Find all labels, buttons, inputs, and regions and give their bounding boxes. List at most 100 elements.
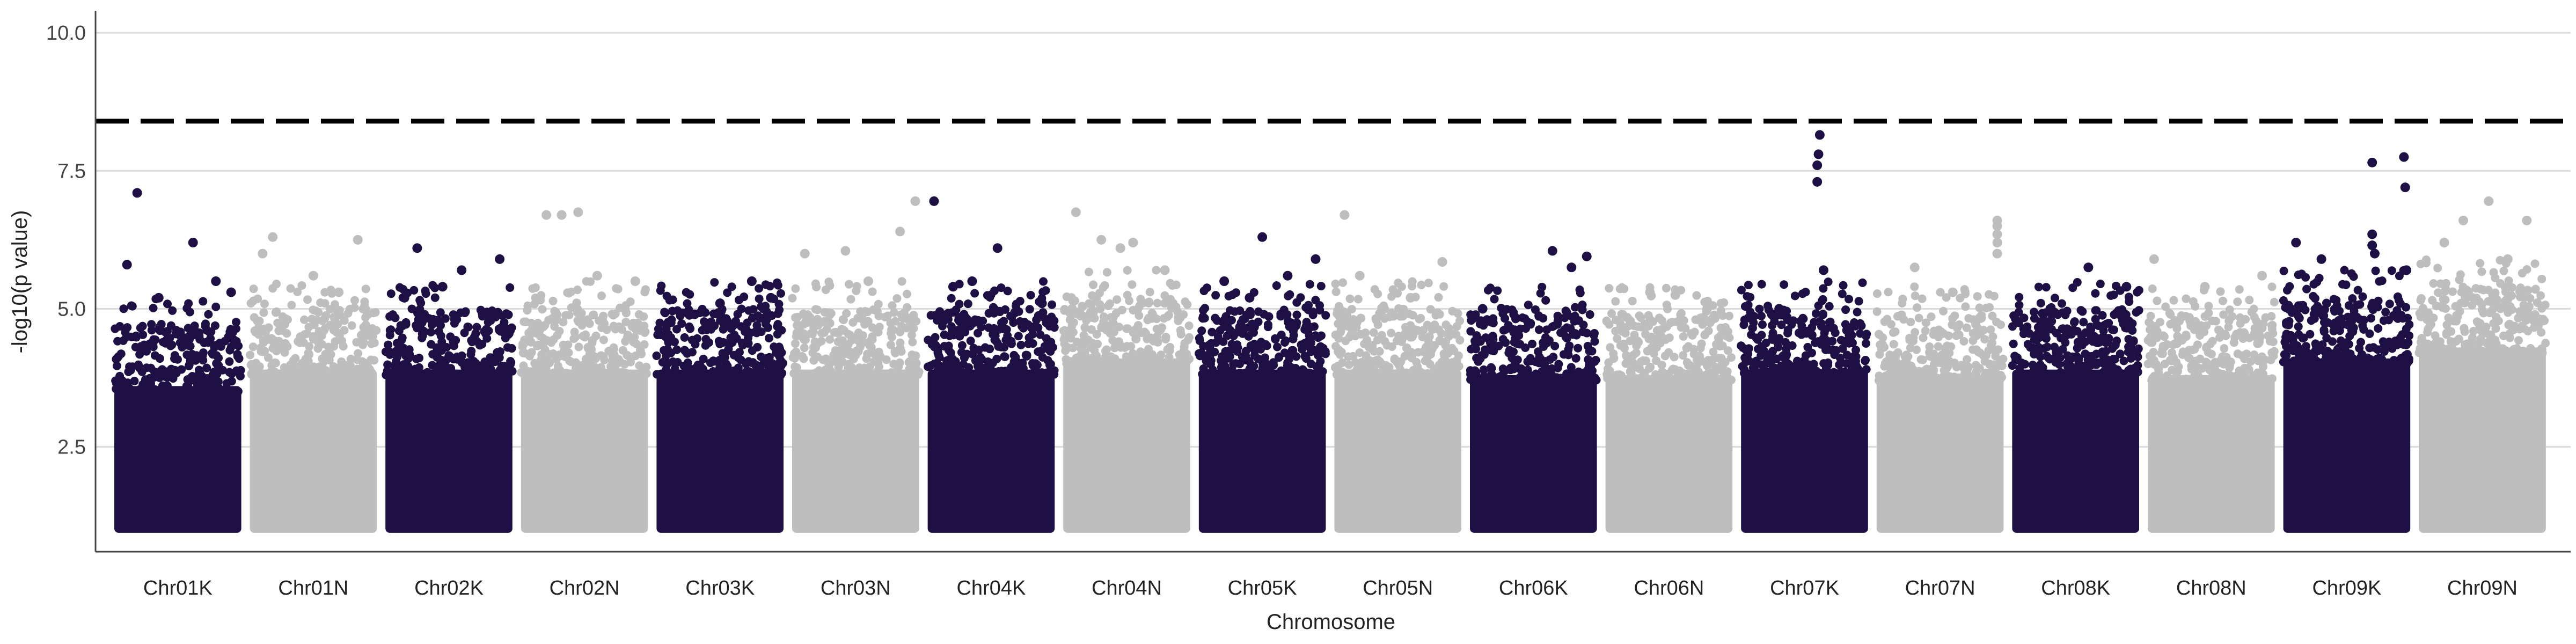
point-Chr06K-hi-38: [1516, 324, 1525, 333]
data-points: [111, 130, 2550, 533]
point-Chr02K-199: [506, 360, 515, 369]
point-Chr06N-hi-31: [1716, 306, 1725, 315]
point-Chr04N-205: [1155, 326, 1164, 335]
point-Chr07N-hi-20: [1976, 329, 1985, 338]
point-Chr04K-hi-35: [983, 291, 992, 300]
point-Chr08N-198: [2147, 358, 2156, 367]
point-Chr04K-hi-19: [989, 303, 998, 312]
point-Chr06N-84: [1723, 346, 1732, 355]
point-Chr09K-108: [2282, 320, 2291, 329]
point-Chr05K-137: [1289, 331, 1298, 340]
point-Chr04N-187: [1090, 346, 1099, 355]
point-Chr09K-126: [2306, 330, 2315, 339]
point-Chr09K-185: [2318, 346, 2328, 355]
point-Chr03N-178: [863, 370, 872, 379]
point-Chr09K-hi-24: [2295, 313, 2304, 323]
point-Chr02K-185: [507, 344, 516, 353]
point-Chr03K-156: [667, 348, 676, 357]
point-Chr08N-hi-13: [2225, 305, 2234, 314]
point-Chr04K-153: [1025, 305, 1034, 314]
point-Chr06K-hi-0: [1541, 296, 1550, 305]
point-Chr05K-hi-35: [1305, 280, 1314, 289]
point-Chr01N-hi-35: [360, 297, 369, 306]
peak-Chr09K-8: [2402, 265, 2412, 275]
point-Chr01K-180: [185, 360, 194, 369]
point-Chr03N-hi-20: [839, 315, 848, 324]
point-Chr07K-177: [1747, 330, 1756, 339]
point-Chr02N-hi-20: [528, 284, 537, 293]
point-Chr08N-188: [2269, 351, 2278, 360]
point-Chr08K-hi-4: [2059, 324, 2068, 333]
point-Chr06K-196: [1526, 319, 1535, 328]
point-Chr06N-216: [1653, 338, 1663, 347]
point-Chr09K-hi-39: [2286, 305, 2295, 314]
point-Chr08N-118: [2220, 344, 2229, 353]
point-Chr04N-hi-14: [1152, 266, 1161, 275]
point-Chr07N-114: [1912, 345, 1921, 354]
x-tick-label-Chr06N: Chr06N: [1634, 577, 1704, 599]
point-Chr03K-5: [652, 351, 661, 360]
point-Chr04N-159: [1062, 343, 1071, 352]
point-Chr02N-68: [565, 356, 574, 365]
point-Chr09K-hi-2: [2393, 313, 2402, 323]
point-Chr03K-210: [663, 335, 672, 345]
point-Chr08N-hi-35: [2250, 324, 2259, 333]
point-Chr03K-141: [722, 369, 731, 378]
point-Chr01K-hi-32: [119, 336, 128, 345]
point-Chr03K-108: [764, 334, 773, 343]
point-Chr01K-hi-21: [168, 306, 177, 315]
point-Chr01N-hi-32: [326, 286, 335, 295]
point-Chr01N-202: [324, 342, 333, 352]
point-Chr04K-hi-29: [970, 289, 979, 298]
peak-Chr04K-0: [929, 196, 939, 206]
point-Chr09N-hi-30: [2455, 275, 2464, 284]
peak-Chr06N-0: [1645, 287, 1655, 297]
point-Chr08N-156: [2244, 365, 2253, 374]
point-Chr02K-hi-23: [506, 283, 515, 292]
point-Chr03K-204: [759, 370, 768, 379]
point-Chr05N-216: [1349, 352, 1358, 361]
point-Chr09K-180: [2306, 360, 2315, 369]
point-Chr03K-72: [719, 338, 728, 347]
point-Chr06K-hi-20: [1490, 295, 1499, 304]
point-Chr09K-179: [2392, 306, 2402, 315]
point-Chr01K-hi-23: [229, 335, 238, 344]
point-Chr09K-41: [2385, 299, 2394, 309]
point-Chr01K-148: [195, 328, 204, 338]
series-Chr06K: [1466, 246, 1601, 533]
point-Chr04K-208: [1038, 353, 1047, 362]
point-Chr05K-27: [1195, 334, 1204, 343]
point-Chr04N-hi-37: [1089, 280, 1098, 289]
point-Chr02N-203: [595, 316, 604, 325]
point-Chr02K-198: [394, 348, 404, 357]
point-Chr08N-207: [2157, 376, 2167, 385]
point-Chr09N-hi-39: [2477, 267, 2486, 276]
point-Chr04K-106: [1042, 318, 1051, 327]
point-Chr06N-207: [1620, 375, 1629, 384]
point-Chr06K-hi-19: [1509, 328, 1518, 337]
point-Chr06N-hi-7: [1687, 329, 1696, 338]
point-Chr01K-42: [225, 357, 234, 366]
point-Chr05N-211: [1372, 360, 1381, 369]
peak-Chr02N-0: [541, 210, 552, 220]
point-Chr03K-150: [677, 319, 686, 328]
y-axis-title: -log10(p value): [8, 210, 32, 354]
point-Chr02K-216: [404, 362, 413, 371]
series-Chr04K: [924, 196, 1059, 533]
point-Chr03K-152: [673, 306, 682, 315]
point-Chr08N-205: [2146, 338, 2155, 347]
peak-Chr05K-0: [1257, 232, 1268, 242]
point-Chr05N-hi-16: [1448, 306, 1457, 316]
point-Chr02K-189: [390, 361, 399, 370]
point-Chr06K-210: [1541, 357, 1550, 366]
peak-Chr01K-4: [211, 276, 221, 286]
point-Chr01N-216: [269, 339, 279, 348]
point-Chr06K-hi-2: [1479, 321, 1488, 330]
point-Chr07K-72: [1853, 308, 1862, 317]
point-Chr08K-214: [2067, 330, 2076, 339]
point-Chr08K-160: [2099, 359, 2109, 368]
series-Chr06N: [1602, 283, 1736, 533]
point-Chr05N-188: [1361, 328, 1370, 338]
points-body-Chr04K: [927, 369, 1055, 533]
point-Chr01N-192: [340, 326, 349, 335]
